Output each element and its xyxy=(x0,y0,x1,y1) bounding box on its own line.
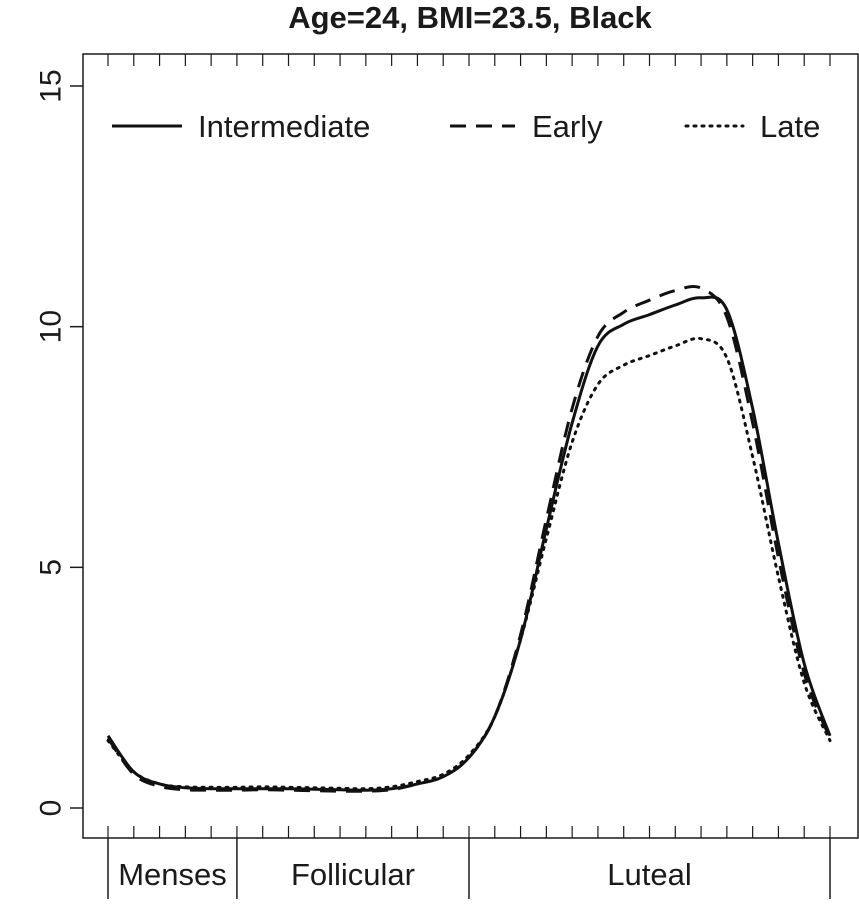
series-line-intermediate xyxy=(106,295,832,792)
y-tick-label: 10 xyxy=(35,310,68,343)
y-tick-label: 5 xyxy=(35,559,68,576)
legend-label-intermediate: Intermediate xyxy=(198,109,370,144)
phase-label: Luteal xyxy=(607,857,691,892)
y-tick-label: 15 xyxy=(35,69,68,102)
phase-label: Menses xyxy=(118,857,227,892)
legend-label-late: Late xyxy=(760,109,820,144)
phase-label: Follicular xyxy=(291,857,415,892)
phase-axis: Menses Follicular Luteal xyxy=(107,838,831,899)
legend: Intermediate Early Late xyxy=(112,109,820,144)
plot-frame xyxy=(82,53,859,839)
legend-label-early: Early xyxy=(532,109,603,144)
series-layer xyxy=(106,284,832,793)
chart-title: Age=24, BMI=23.5, Black xyxy=(288,0,652,35)
series-line-early xyxy=(106,284,832,793)
y-axis: 0 5 10 15 xyxy=(35,69,83,817)
series-line-late xyxy=(106,336,832,791)
y-tick-label: 0 xyxy=(35,800,68,817)
x-axis xyxy=(107,54,831,838)
